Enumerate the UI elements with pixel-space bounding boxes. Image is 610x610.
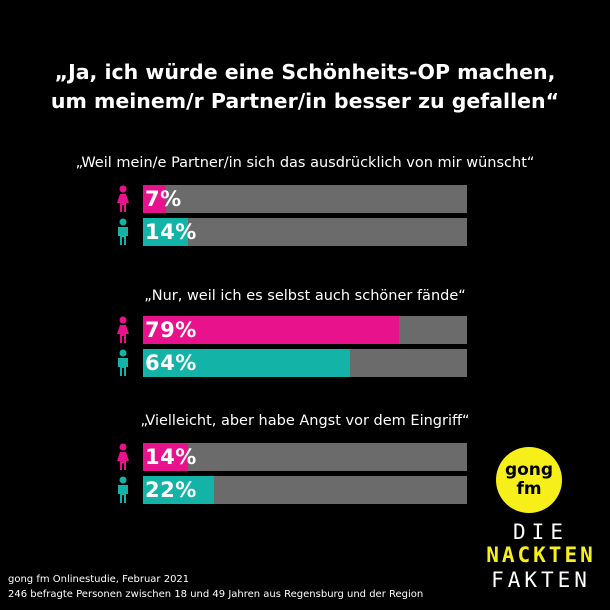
male-icon xyxy=(116,349,130,377)
female-icon xyxy=(116,443,130,471)
question-label: „Vielleicht, aber habe Angst vor dem Ein… xyxy=(140,413,470,429)
bar-value-label: 22% xyxy=(145,478,197,502)
bar-track xyxy=(143,218,467,246)
bar xyxy=(143,316,399,344)
logo-text-gong: gong xyxy=(504,460,554,480)
chart-title-line1: „Ja, ich würde eine Schönheits-OP machen… xyxy=(54,60,556,84)
brand-line2: NACKTEN xyxy=(486,543,596,567)
chart-title-line2: um meinem/r Partner/in besser zu gefalle… xyxy=(50,89,560,113)
bar xyxy=(143,443,189,471)
male-icon xyxy=(116,476,130,504)
footer-sample: 246 befragte Personen zwischen 18 und 49… xyxy=(8,589,424,600)
gong-fm-logo: gong fm xyxy=(496,447,562,513)
question-label: „Weil mein/e Partner/in sich das ausdrüc… xyxy=(75,155,535,171)
bar-track xyxy=(143,443,467,471)
bar-track xyxy=(143,349,467,377)
female-icon xyxy=(116,316,130,344)
brand-line3: FAKTEN xyxy=(491,568,591,592)
question-label: „Nur, weil ich es selbst auch schöner fä… xyxy=(144,288,466,304)
bar-value-label: 79% xyxy=(145,318,197,342)
bar-value-label: 14% xyxy=(145,445,197,469)
bar xyxy=(143,476,215,504)
bar-value-label: 14% xyxy=(145,220,197,244)
bar-value-label: 64% xyxy=(145,351,197,375)
bar xyxy=(143,185,166,213)
bar-track xyxy=(143,476,467,504)
bar-track xyxy=(143,316,467,344)
logo-text-fm: fm xyxy=(516,479,542,499)
bar xyxy=(143,349,351,377)
female-icon xyxy=(116,185,130,213)
bar xyxy=(143,218,189,246)
bar-value-label: 7% xyxy=(145,187,182,211)
bar-track xyxy=(143,185,467,213)
footer-source: gong fm Onlinestudie, Februar 2021 xyxy=(8,574,190,585)
male-icon xyxy=(116,218,130,246)
brand-line1: DIE xyxy=(513,520,569,544)
chart-title: „Ja, ich würde eine Schönheits-OP machen… xyxy=(0,58,610,116)
